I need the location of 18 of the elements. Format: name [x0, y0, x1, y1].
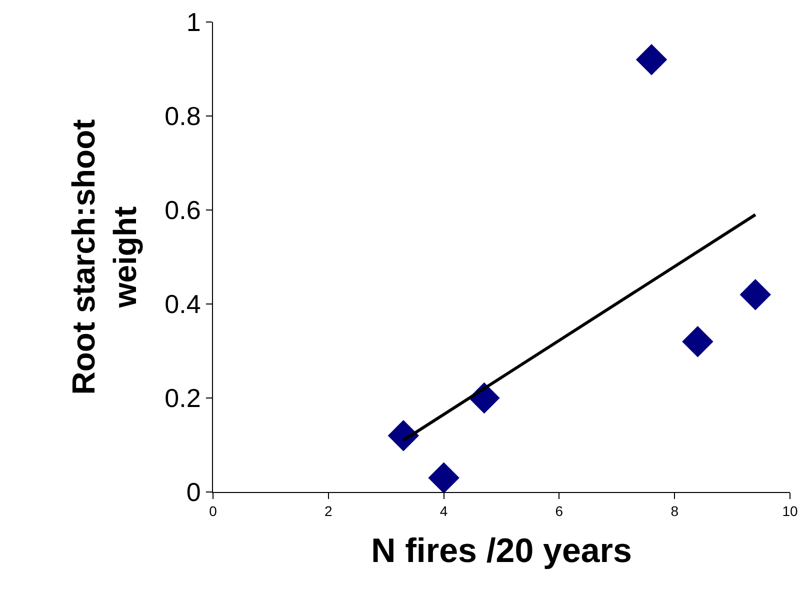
point — [682, 326, 714, 358]
y-tick-label: 0.8 — [164, 101, 201, 132]
point — [388, 420, 420, 452]
y-tick-label: 0.4 — [164, 289, 201, 320]
point — [636, 44, 668, 76]
x-tick-label: 6 — [555, 502, 564, 519]
x-tick-label: 8 — [670, 502, 679, 519]
y-tick-label: 0.2 — [164, 383, 201, 414]
x-tick-label: 2 — [324, 502, 332, 519]
x-axis-title: N fires /20 years — [371, 532, 632, 570]
point — [428, 462, 460, 492]
y-tick-label: 1 — [186, 7, 201, 38]
x-tick-label: 4 — [440, 502, 448, 519]
x-tick-label: 0 — [209, 502, 218, 519]
x-tick-label: 10 — [782, 502, 798, 519]
y-axis-title: Root starch:shoot weight — [65, 118, 143, 395]
point — [740, 279, 771, 310]
y-tick-label: 0.6 — [164, 195, 201, 226]
